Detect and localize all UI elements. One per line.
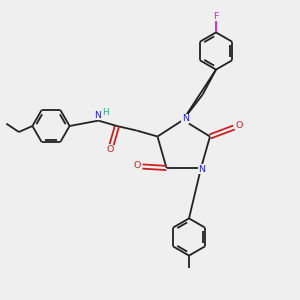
Text: O: O: [134, 160, 141, 169]
Text: N: N: [94, 111, 101, 120]
Text: N: N: [182, 114, 189, 123]
Text: O: O: [106, 146, 114, 154]
Text: N: N: [198, 165, 205, 174]
Text: F: F: [213, 12, 219, 21]
Text: O: O: [236, 122, 243, 130]
Text: H: H: [102, 108, 108, 117]
